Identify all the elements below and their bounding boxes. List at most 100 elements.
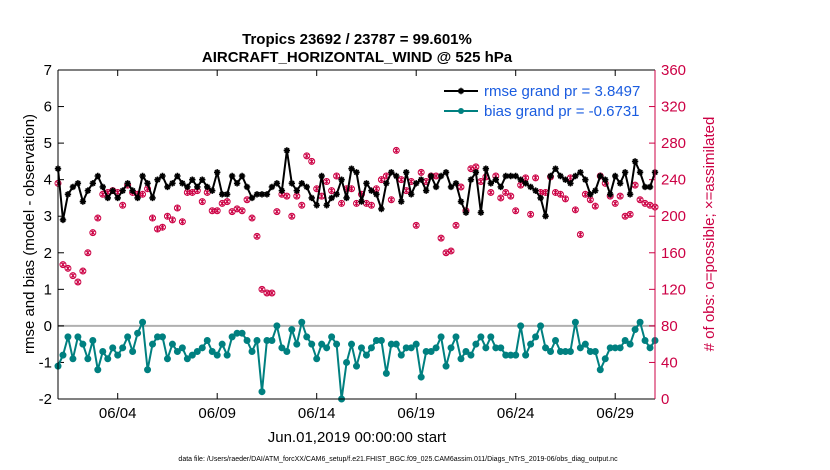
obs-possible-point: [507, 192, 515, 200]
rmse-point: [497, 183, 504, 191]
y-left-tick-label: 0: [44, 318, 52, 335]
bias-point: [293, 340, 301, 348]
bias-point: [412, 340, 420, 348]
rmse-point: [84, 187, 92, 194]
rmse-point: [592, 187, 599, 194]
bias-point: [576, 344, 584, 352]
bias-point: [64, 333, 72, 341]
y-left-tick-label: 1: [44, 281, 52, 298]
bias-point: [427, 347, 435, 355]
obs-assimilated-point: [413, 222, 419, 229]
rmse-point: [422, 187, 430, 194]
obs-possible-point: [611, 199, 619, 207]
obs-possible-point: [328, 187, 336, 195]
rmse-point: [641, 183, 649, 191]
bias-point: [328, 333, 336, 341]
plot-area: -2 -1 0 1 2 3 4 5 6 7 0 40 80 120 160 200 240 280 320 360 06…: [39, 62, 686, 422]
obs-assimilated-point: [204, 189, 210, 196]
bias-point: [243, 337, 251, 345]
obs-assimilated-point: [115, 189, 121, 196]
bias-point: [318, 340, 326, 348]
x-tick-label: 06/24: [497, 405, 535, 422]
rmse-point: [462, 209, 470, 216]
rmse-point: [432, 183, 440, 191]
obs-assimilated-point: [363, 200, 370, 207]
y-left-tick-label: 5: [44, 135, 52, 152]
obs-possible-point: [561, 195, 569, 203]
y-right-tick-label: 200: [661, 208, 686, 225]
rmse-point: [179, 180, 186, 187]
obs-possible-point: [89, 229, 97, 237]
obs-assimilated-point: [518, 182, 524, 188]
obs-assimilated-point: [348, 186, 355, 192]
y-left-tick-label: 6: [44, 99, 52, 116]
rmse-point: [233, 180, 241, 187]
obs-assimilated-point: [70, 272, 76, 279]
bias-point: [621, 337, 629, 345]
bias-point: [591, 347, 599, 355]
obs-possible-point: [163, 212, 171, 220]
obs-possible-point: [119, 201, 127, 209]
bias-point: [124, 333, 132, 341]
obs-assimilated-point: [319, 193, 325, 199]
obs-possible-point: [79, 267, 87, 275]
obs-assimilated-point: [60, 261, 66, 268]
rmse-point: [427, 172, 435, 180]
rmse-point: [363, 180, 370, 187]
obs-assimilated-point: [562, 196, 569, 202]
bias-point: [452, 333, 460, 341]
bias-point: [258, 388, 266, 396]
bias-point: [89, 337, 97, 345]
bias-point: [382, 369, 390, 377]
obs-possible-point: [139, 190, 147, 198]
rmse-point: [134, 194, 141, 202]
rmse-point: [358, 198, 365, 205]
obs-possible-point: [338, 199, 346, 207]
obs-assimilated-point: [498, 195, 504, 201]
bias-point: [223, 351, 231, 359]
bias-point: [566, 347, 574, 355]
bias-point: [596, 366, 604, 374]
rmse-point: [253, 191, 261, 198]
obs-assimilated-point: [65, 265, 71, 272]
y-axis-left-label: rmse and bias (model - observation): [21, 114, 38, 354]
obs-assimilated-point: [249, 215, 255, 221]
obs-possible-point: [497, 194, 505, 202]
obs-possible-point: [273, 208, 281, 216]
obs-assimilated-point: [174, 205, 180, 211]
bias-point: [248, 347, 256, 355]
obs-assimilated-point: [458, 184, 464, 190]
y-right-tick-label: 40: [661, 354, 678, 371]
obs-assimilated-point: [164, 213, 171, 220]
rmse-point: [442, 169, 450, 176]
bias-point: [343, 358, 351, 366]
obs-possible-point: [94, 214, 102, 222]
obs-assimilated-point: [503, 189, 509, 196]
rmse-point: [417, 176, 425, 183]
rmse-point: [144, 180, 151, 187]
obs-assimilated-point: [244, 196, 250, 203]
obs-assimilated-point: [214, 207, 220, 214]
obs-assimilated-point: [587, 196, 593, 203]
bias-point: [547, 347, 555, 355]
rmse-point: [631, 158, 639, 165]
obs-assimilated-point: [85, 249, 91, 256]
rmse-point: [218, 191, 226, 198]
obs-possible-point: [263, 289, 271, 297]
bias-point: [636, 318, 644, 326]
bias-point: [193, 347, 201, 355]
obs-assimilated-point: [627, 211, 633, 218]
obs-possible-point: [248, 214, 256, 222]
rmse-point: [303, 183, 310, 191]
obs-assimilated-point: [468, 165, 474, 172]
rmse-point: [373, 191, 380, 198]
rmse-point: [502, 172, 509, 180]
bias-point: [173, 347, 181, 355]
y-right-tick-label: 280: [661, 135, 686, 152]
y-right-tick-label: 240: [661, 172, 686, 189]
rmse-point: [189, 176, 196, 183]
bias-point: [144, 366, 152, 374]
obs-assimilated-point: [224, 198, 230, 205]
rmse-point: [328, 194, 335, 202]
obs-possible-point: [303, 152, 311, 160]
